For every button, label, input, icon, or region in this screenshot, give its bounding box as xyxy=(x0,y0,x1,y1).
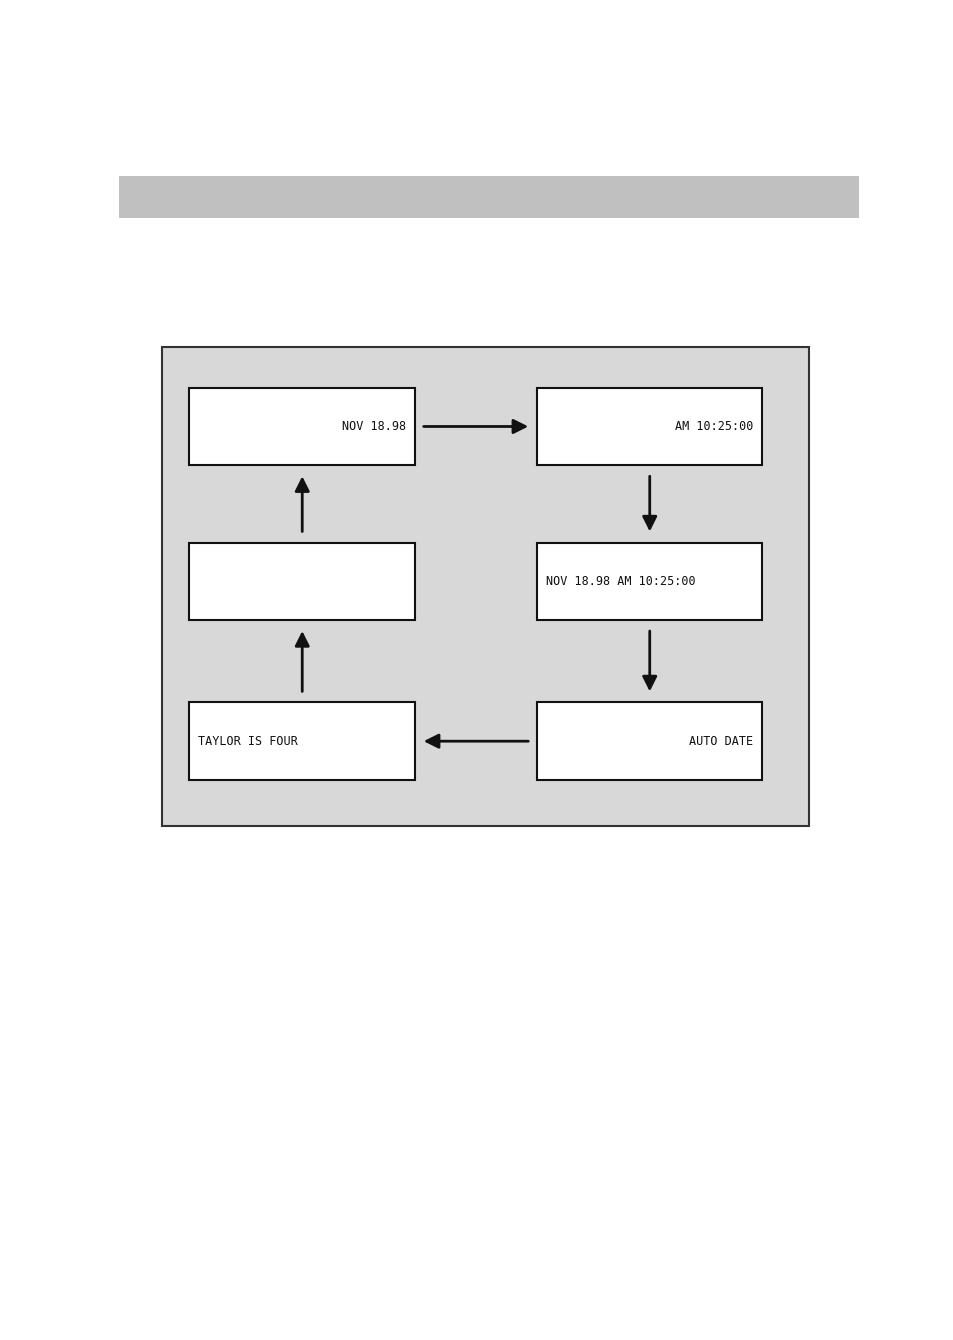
Bar xyxy=(119,177,858,217)
Bar xyxy=(537,387,761,465)
Text: NOV 18.98 AM 10:25:00: NOV 18.98 AM 10:25:00 xyxy=(545,575,695,588)
Bar xyxy=(537,702,761,780)
Text: TAYLOR IS FOUR: TAYLOR IS FOUR xyxy=(198,734,297,748)
Bar xyxy=(537,543,761,620)
Bar xyxy=(190,387,415,465)
Bar xyxy=(162,347,808,827)
Text: AUTO DATE: AUTO DATE xyxy=(689,734,753,748)
Text: AM 10:25:00: AM 10:25:00 xyxy=(675,419,753,433)
Bar xyxy=(190,543,415,620)
Bar xyxy=(190,702,415,780)
Text: NOV 18.98: NOV 18.98 xyxy=(341,419,406,433)
